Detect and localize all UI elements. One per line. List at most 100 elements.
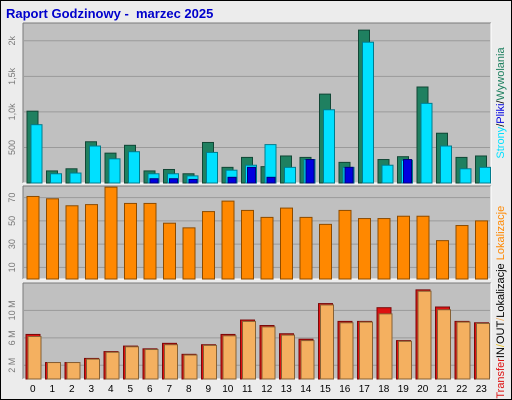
x-tick-label: 14 — [300, 384, 312, 395]
transfer-in-bar — [164, 344, 178, 380]
lokalizacje-bar — [124, 202, 137, 280]
transfer-in-bar — [242, 320, 256, 380]
pliki-bar — [128, 151, 140, 184]
x-tick-label: 2 — [69, 384, 75, 395]
y-tick-label: 50 — [7, 216, 17, 226]
x-tick-label: 8 — [186, 384, 192, 395]
lokalizacje-bar — [46, 198, 59, 280]
strony-bar — [227, 176, 237, 184]
x-tick-label: 11 — [242, 384, 253, 395]
legend-part: Wywolania — [495, 47, 507, 101]
transfer-in-bar — [261, 326, 276, 380]
y-tick-label: 1,5k — [7, 67, 17, 85]
legend-part: / — [495, 100, 507, 104]
pliki-bar — [459, 168, 472, 184]
transfer-in-bar — [378, 313, 393, 380]
x-tick-label: 1 — [49, 384, 55, 395]
legend-transfer-in-out: TransferIN/OUT/Lokalizacje — [495, 263, 507, 398]
pliki-bar — [284, 166, 296, 184]
transfer-in-bar — [144, 349, 159, 380]
legend-part: / — [495, 317, 507, 321]
transfer-in-bar — [398, 340, 412, 380]
legend-part: Lokalizacje — [495, 263, 507, 317]
lokalizacje-bar — [358, 218, 371, 280]
strony-bar — [149, 178, 159, 184]
plot-area — [23, 283, 491, 379]
transfer-in-bar — [320, 304, 334, 380]
pliki-bar — [381, 164, 394, 184]
x-tick-label: 6 — [147, 384, 153, 395]
transfer-in-bar — [105, 351, 120, 380]
lokalizacje-bar — [280, 207, 293, 280]
transfer-in-bar — [86, 358, 100, 380]
strony-bar — [305, 159, 315, 184]
lokalizacje-bar — [163, 222, 176, 280]
lokalizacje-bar — [436, 240, 449, 280]
strony-bar — [247, 166, 256, 184]
lokalizacje-bar — [416, 215, 430, 280]
pliki-bar — [206, 151, 218, 184]
y-tick-label: 500 — [7, 140, 17, 155]
x-tick-label: 12 — [261, 384, 273, 395]
lokalizacje-bar — [221, 200, 235, 280]
x-tick-label: 22 — [456, 384, 468, 395]
pliki-bar — [420, 102, 433, 184]
transfer-in-bar — [183, 354, 198, 380]
pliki-bar — [440, 145, 452, 184]
pliki-bar — [479, 166, 491, 184]
strony-bar — [403, 159, 412, 184]
pliki-bar — [30, 124, 43, 184]
lokalizacje-bar — [182, 227, 196, 280]
lokalizacje-bar — [319, 223, 332, 280]
x-tick-label: 20 — [417, 384, 429, 395]
transfer-in-bar — [339, 322, 354, 380]
transfer-in-bar — [47, 362, 61, 380]
y-tick-label: 6 M — [7, 330, 17, 345]
strony-bar — [169, 178, 178, 184]
legend-lokalizacje: Lokalizacje — [495, 206, 507, 260]
legend-part: Lokalizacje — [495, 206, 507, 260]
x-tick-label: 21 — [437, 384, 449, 395]
y-tick-label: 2 M — [7, 358, 17, 373]
y-tick-label: 70 — [7, 193, 17, 203]
legend-part: Transfer — [495, 358, 507, 399]
transfer-in-bar — [281, 334, 295, 380]
x-tick-label: 5 — [127, 384, 133, 395]
y-tick-label: 10 — [7, 262, 17, 272]
x-tick-label: 23 — [476, 384, 488, 395]
x-tick-label: 9 — [205, 384, 211, 395]
legend-part: IN — [495, 347, 507, 358]
lokalizacje-bar — [241, 209, 254, 280]
x-tick-label: 17 — [359, 384, 371, 395]
report-title: Raport Godzinowy - marzec 2025 — [6, 6, 214, 21]
transfer-in-bar — [66, 362, 81, 380]
lokalizacje-bar — [260, 216, 274, 280]
y-tick-label: 1,0k — [7, 103, 17, 121]
pliki-bar — [362, 41, 374, 184]
x-tick-label: 3 — [88, 384, 94, 395]
plot-area — [23, 186, 491, 279]
legend-strony-pliki-wywolania: Strony/Pliki/Wywolania — [495, 47, 507, 159]
x-tick-label: 0 — [30, 384, 36, 395]
x-tick-label: 7 — [166, 384, 172, 395]
strony-bar — [344, 166, 354, 184]
transfer-in-bar — [456, 321, 471, 380]
pliki-bar — [69, 172, 82, 184]
legend-part: OUT — [495, 321, 507, 345]
y-tick-label: 2k — [7, 36, 17, 46]
x-tick-label: 10 — [222, 384, 234, 395]
transfer-in-bar — [222, 335, 237, 380]
lokalizacje-bar — [338, 209, 352, 280]
legend-part: / — [495, 123, 507, 127]
lokalizacje-bar — [475, 220, 488, 280]
transfer-in-bar — [417, 290, 432, 380]
pliki-bar — [323, 109, 335, 184]
x-tick-label: 4 — [108, 384, 114, 395]
transfer-in-bar — [203, 344, 217, 380]
lokalizacje-bar — [397, 215, 410, 280]
lokalizacje-bar — [299, 216, 313, 280]
transfer-in-bar — [476, 322, 490, 380]
lokalizacje-bar — [65, 205, 79, 280]
y-tick-label: 10 M — [7, 300, 17, 320]
